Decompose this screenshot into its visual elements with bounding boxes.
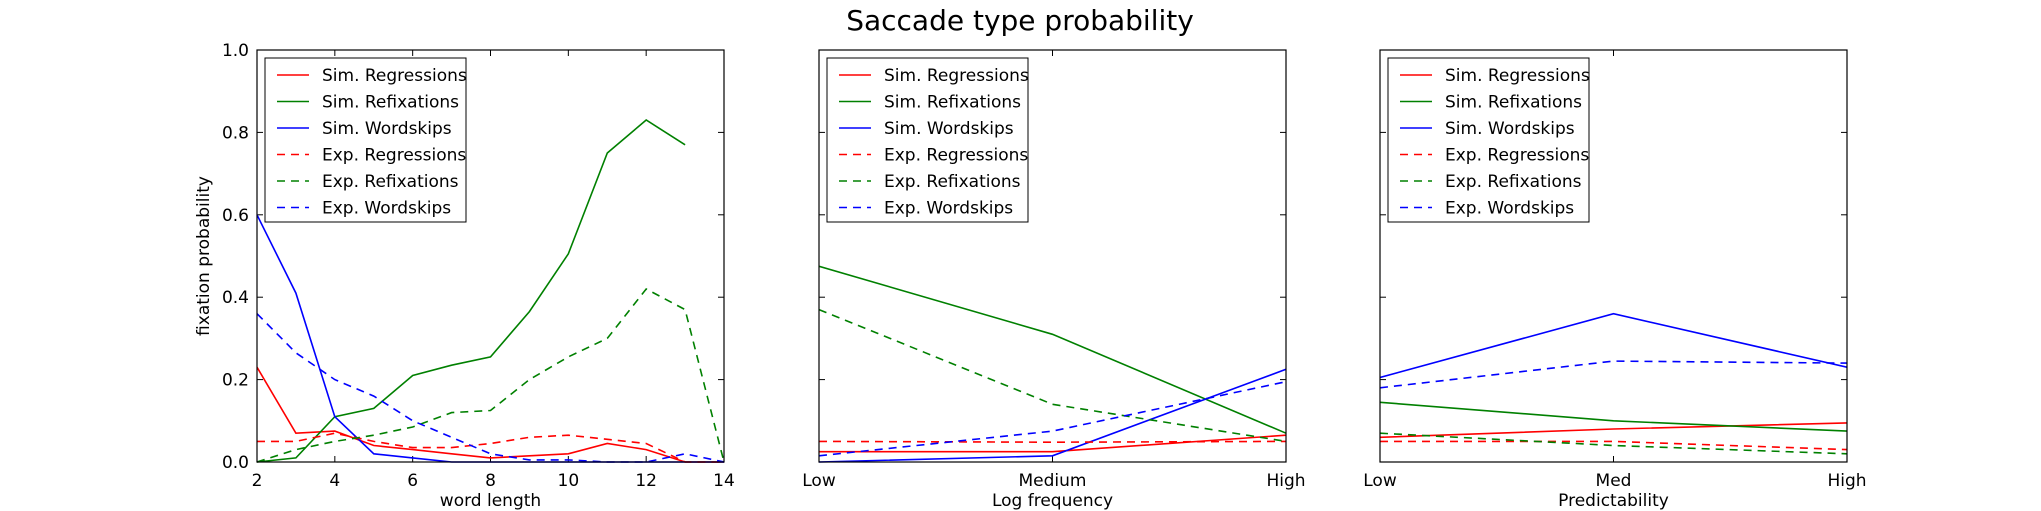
y-tick-label: 0.6 xyxy=(222,206,249,226)
x-tick-label: Low xyxy=(1363,471,1397,491)
legend-label: Sim. Regressions xyxy=(322,66,467,86)
legend-label: Sim. Refixations xyxy=(322,93,459,113)
chart-panel-1: 0.0 0.2 0.4 0.6 0.8 1.0 2 4 6 8 10 12 14 word length f… xyxy=(194,41,735,511)
series-line-exp-wordskips xyxy=(257,313,724,463)
series-lines xyxy=(1380,312,1847,455)
legend-label: Sim. Refixations xyxy=(884,93,1021,113)
series-line-exp-refixations xyxy=(257,287,724,463)
y-tick-label: 1.0 xyxy=(222,41,249,61)
x-tick-label: High xyxy=(1827,471,1866,491)
legend-label: Sim. Wordskips xyxy=(884,119,1014,139)
legend-label: Exp. Regressions xyxy=(1445,146,1589,166)
x-tick-label: 6 xyxy=(407,471,418,491)
legend-label: Exp. Refixations xyxy=(884,172,1021,192)
legend-box xyxy=(826,57,1029,223)
legend-label: Exp. Wordskips xyxy=(322,199,451,219)
series-line-sim-refixations xyxy=(1380,401,1847,432)
legend-label: Sim. Wordskips xyxy=(1445,119,1575,139)
x-tick-label: High xyxy=(1266,471,1305,491)
x-axis-label: Log frequency xyxy=(992,491,1113,511)
x-tick-label: Medium xyxy=(1019,471,1087,491)
series-line-exp-refixations xyxy=(819,308,1286,443)
legend-label: Sim. Wordskips xyxy=(322,119,452,139)
x-tick-label: 4 xyxy=(329,471,340,491)
legend-label: Sim. Regressions xyxy=(884,66,1029,86)
panels: 0.0 0.2 0.4 0.6 0.8 1.0 2 4 6 8 10 12 14 word length f… xyxy=(194,41,1867,511)
y-tick-label: 0.0 xyxy=(222,453,249,473)
y-axis-label: fixation probability xyxy=(194,176,214,336)
series-line-exp-regressions xyxy=(819,440,1286,444)
legend-label: Sim. Refixations xyxy=(1445,93,1582,113)
axes-frame xyxy=(818,49,1287,463)
x-axis-label: Predictability xyxy=(1558,491,1669,511)
y-tick-label: 0.8 xyxy=(222,123,249,143)
chart-panel-3: Low Med High Predictability Sim. Regressions… xyxy=(1363,49,1867,511)
chart-panel-2: Low Medium High Log frequency Sim. Regressio… xyxy=(802,49,1306,511)
legend-box xyxy=(1387,57,1590,223)
legend-label: Exp. Refixations xyxy=(1445,172,1582,192)
axes-frame xyxy=(1379,49,1848,463)
x-tick-label: Med xyxy=(1596,471,1632,491)
legend: Sim. Regressions Sim. Refixations Sim. Wor… xyxy=(264,57,467,223)
series-line-sim-regressions xyxy=(819,434,1286,453)
series-line-sim-refixations xyxy=(257,119,686,463)
series-line-sim-regressions xyxy=(257,366,724,463)
y-tick-label: 0.4 xyxy=(222,288,249,308)
x-tick-label: 14 xyxy=(713,471,735,491)
axes-frame xyxy=(256,49,725,463)
x-tick-label: 12 xyxy=(635,471,657,491)
series-line-exp-wordskips xyxy=(819,380,1286,457)
x-axis-label: word length xyxy=(440,491,541,511)
legend-label: Exp. Refixations xyxy=(322,172,459,192)
legend-label: Sim. Regressions xyxy=(1445,66,1590,86)
legend-label: Exp. Wordskips xyxy=(884,199,1013,219)
y-tick-label: 0.2 xyxy=(222,371,249,391)
legend-label: Exp. Wordskips xyxy=(1445,199,1574,219)
figure-title: Saccade type probability xyxy=(846,4,1194,37)
series-line-sim-regressions xyxy=(1380,422,1847,439)
x-tick-label: Low xyxy=(802,471,836,491)
series-line-exp-regressions xyxy=(257,432,724,463)
series-line-exp-refixations xyxy=(1380,432,1847,455)
legend-label: Exp. Regressions xyxy=(322,146,466,166)
legend-label: Exp. Regressions xyxy=(884,146,1028,166)
series-line-sim-refixations xyxy=(819,265,1286,434)
x-tick-label: 2 xyxy=(252,471,263,491)
series-line-exp-regressions xyxy=(1380,440,1847,451)
legend-box xyxy=(264,57,467,223)
series-line-sim-wordskips xyxy=(1380,312,1847,379)
x-tick-label: 10 xyxy=(558,471,580,491)
x-tick-label: 8 xyxy=(485,471,496,491)
legend: Sim. Regressions Sim. Refixations Sim. Wor… xyxy=(1387,57,1590,223)
legend: Sim. Regressions Sim. Refixations Sim. Wor… xyxy=(826,57,1029,223)
series-lines xyxy=(819,265,1286,463)
